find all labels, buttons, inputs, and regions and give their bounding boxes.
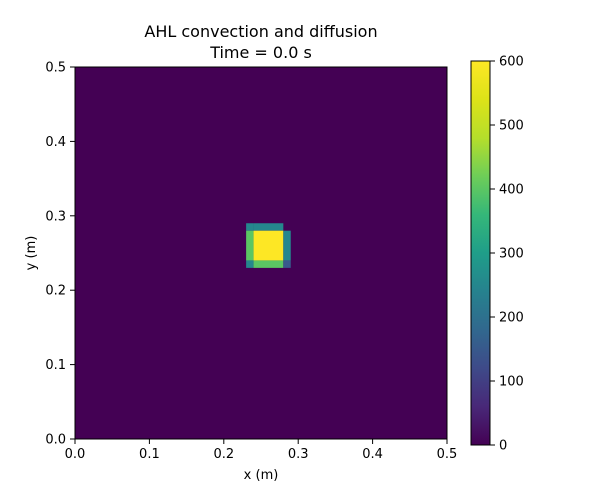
x-tick-label: 0.1 xyxy=(139,447,160,462)
colorbar-tick-label: 300 xyxy=(499,247,524,262)
x-tick-label: 0.0 xyxy=(65,447,86,462)
x-tick-label: 0.4 xyxy=(362,447,383,462)
colorbar-ticks: 0 100 200 300 400 500 600 xyxy=(490,55,524,454)
colorbar-tick-label: 600 xyxy=(499,55,524,70)
colorbar-tick-label: 200 xyxy=(499,311,524,326)
heatmap-cell xyxy=(253,230,284,261)
heatmap-cell xyxy=(253,223,284,231)
colorbar-tick-label: 400 xyxy=(499,183,524,198)
y-axis-ticks: 0.0 0.1 0.2 0.3 0.4 0.5 xyxy=(45,61,75,448)
colorbar-tick-label: 0 xyxy=(499,439,507,454)
chart-title-line-2: Time = 0.0 s xyxy=(209,43,312,62)
heatmap-cell xyxy=(246,223,254,231)
heatmap-cell xyxy=(246,230,254,261)
y-tick-label: 0.1 xyxy=(45,358,66,373)
heatmap-cell xyxy=(283,260,291,268)
colorbar-tick-label: 500 xyxy=(499,119,524,134)
colorbar xyxy=(470,60,491,446)
y-tick-label: 0.2 xyxy=(45,284,66,299)
y-tick-label: 0.3 xyxy=(45,209,66,224)
heatmap-cell xyxy=(253,260,284,268)
x-tick-label: 0.5 xyxy=(437,447,458,462)
heatmap-cell xyxy=(246,260,254,268)
heatmap-cell xyxy=(283,230,291,261)
x-axis-label: x (m) xyxy=(244,468,279,483)
plot-frame xyxy=(74,66,448,440)
x-tick-label: 0.2 xyxy=(213,447,234,462)
colorbar-tick-label: 100 xyxy=(499,375,524,390)
x-axis-ticks: 0.0 0.1 0.2 0.3 0.4 0.5 xyxy=(65,439,458,462)
heatmap-cells xyxy=(246,223,291,268)
chart-title-line-1: AHL convection and diffusion xyxy=(144,22,377,41)
y-tick-label: 0.5 xyxy=(45,61,66,76)
y-axis-label: y (m) xyxy=(24,236,39,271)
x-tick-label: 0.3 xyxy=(288,447,309,462)
y-tick-label: 0.0 xyxy=(45,433,66,448)
y-tick-label: 0.4 xyxy=(45,135,66,150)
